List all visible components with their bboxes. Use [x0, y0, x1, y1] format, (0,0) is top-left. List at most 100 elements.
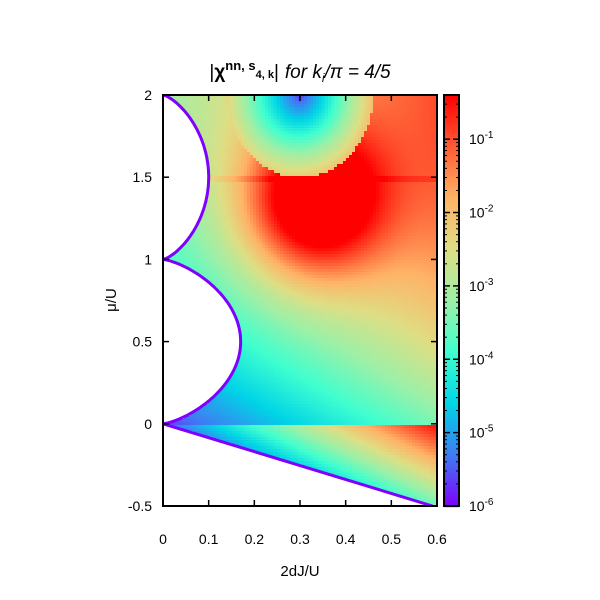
- heatmap-cell: [256, 203, 259, 206]
- heatmap-cell: [307, 206, 310, 209]
- heatmap-cell: [391, 149, 394, 152]
- heatmap-cell: [256, 131, 259, 134]
- heatmap-cell: [271, 107, 274, 110]
- heatmap-cell: [322, 269, 325, 272]
- heatmap-cell: [223, 263, 226, 266]
- heatmap-cell: [223, 242, 226, 245]
- heatmap-cell: [307, 227, 310, 230]
- heatmap-cell: [424, 194, 427, 197]
- heatmap-cell: [265, 119, 268, 122]
- heatmap-cell: [280, 257, 283, 260]
- heatmap-cell: [301, 101, 304, 104]
- heatmap-cell: [352, 116, 355, 119]
- heatmap-cell: [229, 242, 232, 245]
- heatmap-cell: [289, 224, 292, 227]
- heatmap-cell: [259, 182, 262, 185]
- heatmap-cell: [253, 203, 256, 206]
- heatmap-cell: [307, 269, 310, 272]
- heatmap-cell: [232, 272, 235, 275]
- heatmap-cell: [286, 257, 289, 260]
- heatmap-cell: [190, 242, 193, 245]
- heatmap-cell: [433, 200, 436, 203]
- heatmap-cell: [202, 128, 205, 131]
- heatmap-cell: [412, 185, 415, 188]
- heatmap-cell: [235, 236, 238, 239]
- heatmap-cell: [295, 185, 298, 188]
- heatmap-cell: [379, 230, 382, 233]
- heatmap-cell: [274, 164, 277, 167]
- heatmap-cell: [421, 188, 424, 191]
- heatmap-cell: [361, 161, 364, 164]
- heatmap-cell: [223, 188, 226, 191]
- heatmap-cell: [277, 137, 280, 140]
- heatmap-cell: [388, 236, 391, 239]
- heatmap-cell: [220, 101, 223, 104]
- heatmap-cell: [409, 272, 412, 275]
- heatmap-cell: [226, 212, 229, 215]
- heatmap-cell: [328, 176, 331, 179]
- heatmap-cell: [205, 251, 208, 254]
- heatmap-cell: [214, 164, 217, 167]
- heatmap-cell: [277, 215, 280, 218]
- heatmap-cell: [247, 272, 250, 275]
- heatmap-cell: [394, 95, 397, 98]
- heatmap-cell: [277, 149, 280, 152]
- heatmap-cell: [346, 263, 349, 266]
- heatmap-cell: [178, 254, 181, 257]
- heatmap-cell: [214, 95, 217, 98]
- heatmap-cell: [319, 131, 322, 134]
- heatmap-cell: [301, 170, 304, 173]
- heatmap-cell: [403, 206, 406, 209]
- heatmap-cell: [235, 254, 238, 257]
- heatmap-cell: [358, 209, 361, 212]
- heatmap-cell: [337, 182, 340, 185]
- heatmap-cell: [196, 263, 199, 266]
- heatmap-cell: [328, 251, 331, 254]
- heatmap-cell: [412, 164, 415, 167]
- heatmap-cell: [358, 116, 361, 119]
- heatmap-cell: [241, 182, 244, 185]
- heatmap-cell: [349, 149, 352, 152]
- heatmap-cell: [187, 95, 190, 98]
- heatmap-cell: [259, 119, 262, 122]
- heatmap-cell: [244, 197, 247, 200]
- heatmap-cell: [259, 221, 262, 224]
- heatmap-cell: [352, 173, 355, 176]
- heatmap-cell: [226, 95, 229, 98]
- heatmap-cell: [409, 131, 412, 134]
- heatmap-cell: [262, 140, 265, 143]
- heatmap-cell: [307, 197, 310, 200]
- heatmap-cell: [205, 110, 208, 113]
- heatmap-cell: [268, 206, 271, 209]
- heatmap-cell: [394, 143, 397, 146]
- heatmap-cell: [265, 176, 268, 179]
- heatmap-cell: [364, 152, 367, 155]
- heatmap-cell: [262, 218, 265, 221]
- heatmap-cell: [238, 221, 241, 224]
- heatmap-cell: [211, 152, 214, 155]
- heatmap-cell: [262, 113, 265, 116]
- heatmap-cell: [409, 107, 412, 110]
- heatmap-cell: [250, 146, 253, 149]
- heatmap-cell: [316, 164, 319, 167]
- heatmap-cell: [214, 233, 217, 236]
- heatmap-cell: [352, 209, 355, 212]
- heatmap-cell: [385, 137, 388, 140]
- heatmap-cell: [283, 254, 286, 257]
- heatmap-cell: [247, 236, 250, 239]
- heatmap-cell: [316, 116, 319, 119]
- heatmap-cell: [358, 215, 361, 218]
- heatmap-cell: [259, 128, 262, 131]
- heatmap-cell: [220, 245, 223, 248]
- heatmap-cell: [274, 116, 277, 119]
- heatmap-cell: [367, 197, 370, 200]
- heatmap-cell: [235, 131, 238, 134]
- heatmap-cell: [376, 233, 379, 236]
- heatmap-cell: [391, 233, 394, 236]
- heatmap-cell: [322, 260, 325, 263]
- heatmap-cell: [388, 221, 391, 224]
- heatmap-cell: [283, 188, 286, 191]
- heatmap-cell: [412, 206, 415, 209]
- heatmap-cell: [373, 131, 376, 134]
- heatmap-cell: [343, 245, 346, 248]
